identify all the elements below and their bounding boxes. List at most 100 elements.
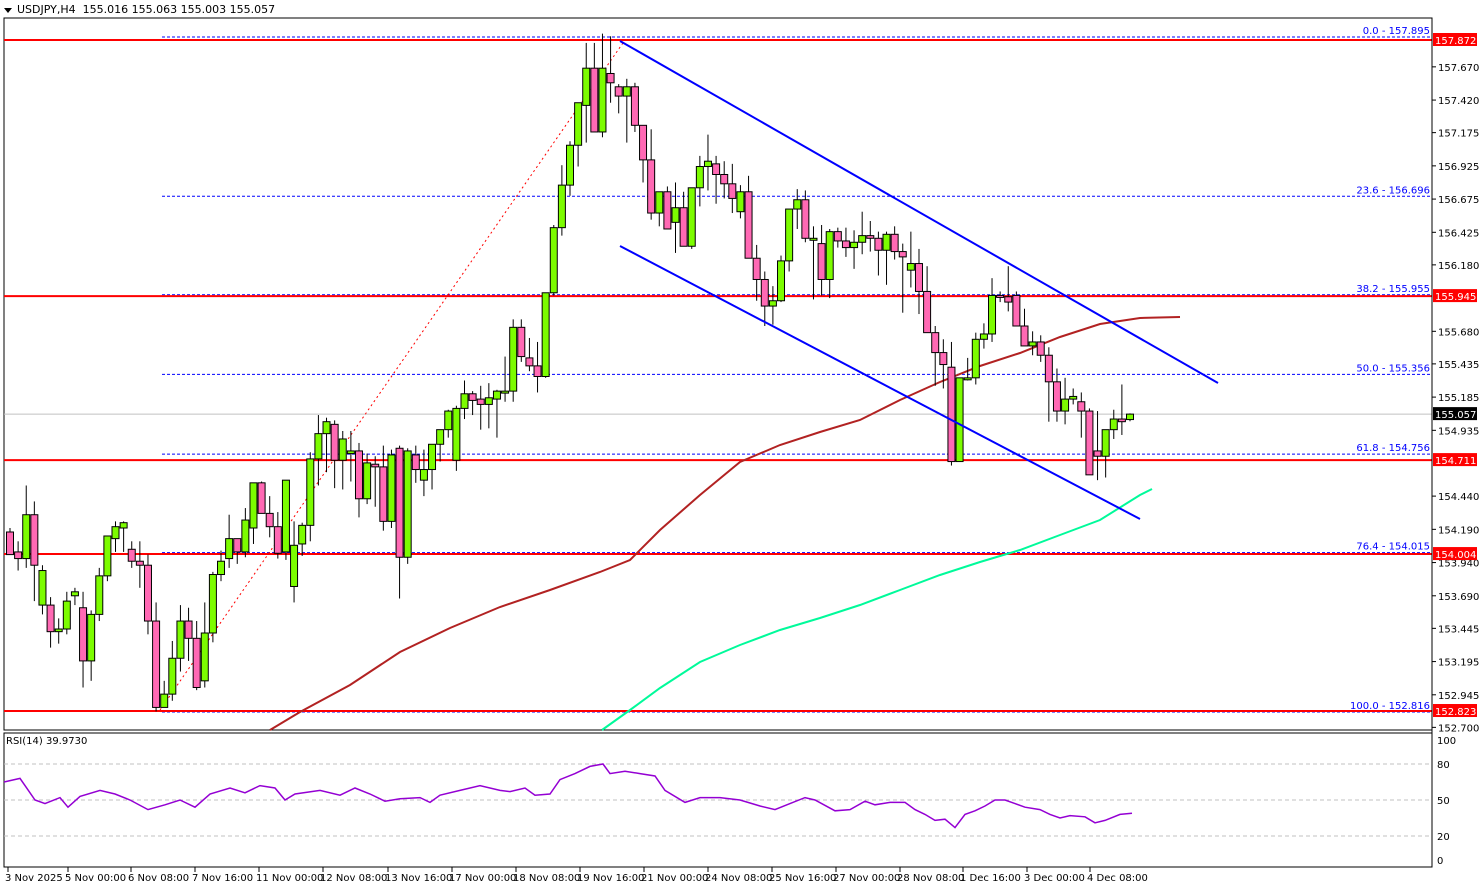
bear-candle[interactable] [265, 512, 274, 528]
bull-candle[interactable] [793, 199, 802, 210]
bear-candle[interactable] [923, 290, 932, 334]
bear-candle[interactable] [1052, 381, 1061, 412]
bull-candle[interactable] [281, 479, 290, 553]
bull-candle[interactable] [444, 410, 453, 431]
bear-candle[interactable] [233, 538, 242, 553]
bear-candle[interactable] [841, 240, 850, 249]
bull-candle[interactable] [290, 544, 299, 587]
bull-candle[interactable] [103, 535, 112, 577]
bull-candle[interactable] [858, 235, 867, 243]
bear-candle[interactable] [931, 332, 940, 354]
bull-candle[interactable] [460, 393, 469, 409]
bull-candle[interactable] [119, 522, 128, 529]
bull-candle[interactable] [70, 591, 79, 597]
bear-candle[interactable] [395, 447, 404, 558]
bull-candle[interactable] [111, 526, 120, 540]
bull-candle[interactable] [703, 160, 712, 168]
bull-candle[interactable] [298, 524, 307, 545]
bull-candle[interactable] [428, 443, 437, 471]
bear-candle[interactable] [874, 237, 883, 251]
bear-candle[interactable] [898, 251, 907, 258]
bear-candle[interactable] [720, 173, 729, 185]
bull-candle[interactable] [509, 326, 518, 392]
bear-candle[interactable] [379, 466, 388, 522]
bull-candle[interactable] [387, 454, 396, 522]
bear-candle[interactable] [143, 564, 152, 622]
bear-candle[interactable] [330, 423, 339, 461]
bull-candle[interactable] [566, 144, 574, 186]
channel-upper-trendline[interactable] [619, 40, 1219, 384]
bear-candle[interactable] [1044, 354, 1053, 383]
bull-candle[interactable] [403, 450, 412, 558]
bull-candle[interactable] [217, 560, 226, 576]
bull-candle[interactable] [22, 514, 31, 560]
bear-candle[interactable] [184, 620, 193, 639]
bull-candle[interactable] [549, 227, 558, 294]
bull-candle[interactable] [363, 462, 372, 500]
bull-candle[interactable] [882, 233, 891, 251]
bull-candle[interactable] [200, 632, 209, 682]
bear-candle[interactable] [663, 191, 672, 230]
bull-candle[interactable] [971, 338, 980, 379]
fib-trend-line[interactable] [159, 39, 626, 711]
bull-candle[interactable] [306, 458, 315, 526]
bull-candle[interactable] [1109, 418, 1118, 431]
bear-candle[interactable] [728, 183, 737, 199]
bear-candle[interactable] [606, 72, 615, 84]
bear-candle[interactable] [647, 159, 656, 214]
bear-candle[interactable] [947, 366, 956, 463]
bear-candle[interactable] [257, 482, 266, 514]
bear-candle[interactable] [590, 67, 599, 133]
bull-candle[interactable] [768, 300, 777, 307]
bull-candle[interactable] [249, 482, 258, 529]
bull-candle[interactable] [501, 390, 510, 394]
bull-candle[interactable] [671, 207, 680, 223]
bear-candle[interactable] [817, 243, 826, 280]
bear-candle[interactable] [914, 263, 923, 292]
bear-candle[interactable] [476, 398, 485, 405]
bull-candle[interactable] [906, 263, 915, 271]
bear-candle[interactable] [152, 620, 161, 708]
bear-candle[interactable] [1085, 410, 1094, 476]
bull-candle[interactable] [655, 191, 664, 214]
bear-candle[interactable] [833, 231, 842, 242]
bull-candle[interactable] [598, 67, 607, 133]
bull-candle[interactable] [557, 184, 566, 229]
bull-candle[interactable] [436, 429, 445, 445]
bear-candle[interactable] [135, 560, 144, 566]
bull-candle[interactable] [346, 450, 355, 455]
bear-candle[interactable] [1036, 341, 1045, 356]
bull-candle[interactable] [314, 433, 323, 460]
bear-candle[interactable] [801, 199, 810, 239]
bull-candle[interactable] [225, 538, 234, 560]
bear-candle[interactable] [1004, 296, 1013, 303]
bear-candle[interactable] [630, 86, 639, 126]
bull-candle[interactable] [622, 86, 631, 97]
bear-candle[interactable] [46, 604, 55, 633]
bear-candle[interactable] [533, 365, 542, 378]
bear-candle[interactable] [1020, 325, 1029, 347]
bear-candle[interactable] [1077, 401, 1086, 412]
bull-candle[interactable] [1069, 395, 1078, 400]
bear-candle[interactable] [411, 454, 420, 471]
bull-candle[interactable] [809, 237, 818, 241]
bull-candle[interactable] [825, 231, 834, 280]
bear-candle[interactable] [192, 637, 201, 688]
bear-candle[interactable] [127, 548, 136, 562]
bull-candle[interactable] [176, 620, 185, 659]
bear-candle[interactable] [996, 294, 1005, 298]
bear-candle[interactable] [744, 191, 753, 259]
bear-candle[interactable] [371, 463, 380, 468]
bull-candle[interactable] [736, 191, 745, 213]
bull-candle[interactable] [322, 421, 331, 435]
bull-candle[interactable] [160, 693, 169, 708]
bear-candle[interactable] [468, 393, 477, 401]
bear-candle[interactable] [6, 531, 14, 556]
bull-candle[interactable] [979, 333, 988, 340]
bear-candle[interactable] [1117, 418, 1126, 423]
bull-candle[interactable] [338, 438, 347, 461]
bull-candle[interactable] [582, 67, 591, 106]
bear-candle[interactable] [890, 233, 899, 253]
bull-candle[interactable] [777, 260, 786, 302]
